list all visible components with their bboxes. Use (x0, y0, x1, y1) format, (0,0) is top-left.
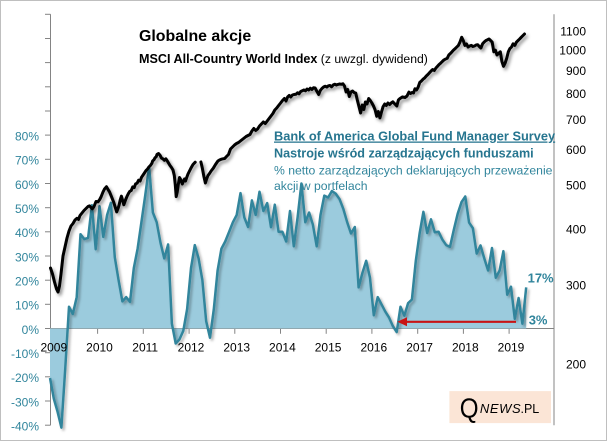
svg-text:2009: 2009 (40, 341, 67, 355)
svg-text:80%: 80% (15, 129, 39, 143)
svg-text:2019: 2019 (498, 341, 525, 355)
svg-text:2018: 2018 (452, 341, 479, 355)
svg-text:3%: 3% (529, 313, 548, 328)
svg-text:2012: 2012 (178, 341, 205, 355)
svg-text:900: 900 (566, 64, 586, 78)
svg-text:-10%: -10% (11, 347, 39, 361)
svg-text:2011: 2011 (132, 341, 158, 355)
svg-text:1000: 1000 (559, 43, 586, 57)
svg-text:400: 400 (566, 222, 586, 236)
svg-text:-40%: -40% (11, 420, 39, 434)
svg-text:200: 200 (566, 357, 586, 371)
svg-text:.PL: .PL (521, 402, 540, 416)
svg-text:17%: 17% (528, 271, 554, 286)
svg-text:% netto zarządzających deklaru: % netto zarządzających deklarujących prz… (274, 164, 553, 178)
svg-text:500: 500 (566, 179, 586, 193)
svg-text:akcji w portfelach: akcji w portfelach (274, 179, 367, 193)
svg-text:2010: 2010 (86, 341, 113, 355)
svg-text:2016: 2016 (360, 341, 387, 355)
svg-text:30%: 30% (15, 250, 39, 264)
svg-text:2015: 2015 (315, 341, 342, 355)
svg-text:60%: 60% (15, 178, 39, 192)
svg-text:300: 300 (566, 279, 586, 293)
svg-text:2014: 2014 (269, 341, 296, 355)
svg-text:0%: 0% (22, 323, 40, 337)
svg-text:NEWS: NEWS (480, 401, 521, 416)
svg-text:-20%: -20% (11, 371, 39, 385)
svg-text:10%: 10% (15, 299, 39, 313)
svg-text:600: 600 (566, 143, 586, 157)
svg-text:800: 800 (566, 87, 586, 101)
svg-text:50%: 50% (15, 202, 39, 216)
svg-text:2017: 2017 (406, 341, 433, 355)
svg-text:20%: 20% (15, 275, 39, 289)
svg-text:Nastroje wśród zarządzających: Nastroje wśród zarządzających funduszami (274, 146, 534, 160)
svg-text:40%: 40% (15, 226, 39, 240)
svg-text:70%: 70% (15, 154, 39, 168)
svg-text:1100: 1100 (560, 25, 586, 39)
svg-text:-30%: -30% (11, 395, 39, 409)
svg-text:MSCI All-Country World Index (: MSCI All-Country World Index (z uwzgl. d… (139, 52, 428, 66)
svg-text:Globalne akcje: Globalne akcje (139, 28, 251, 45)
svg-text:700: 700 (566, 113, 586, 127)
svg-text:Bank of America Global Fund Ma: Bank of America Global Fund Manager Surv… (274, 129, 556, 144)
svg-text:2013: 2013 (223, 341, 250, 355)
svg-text:Q: Q (460, 393, 479, 424)
